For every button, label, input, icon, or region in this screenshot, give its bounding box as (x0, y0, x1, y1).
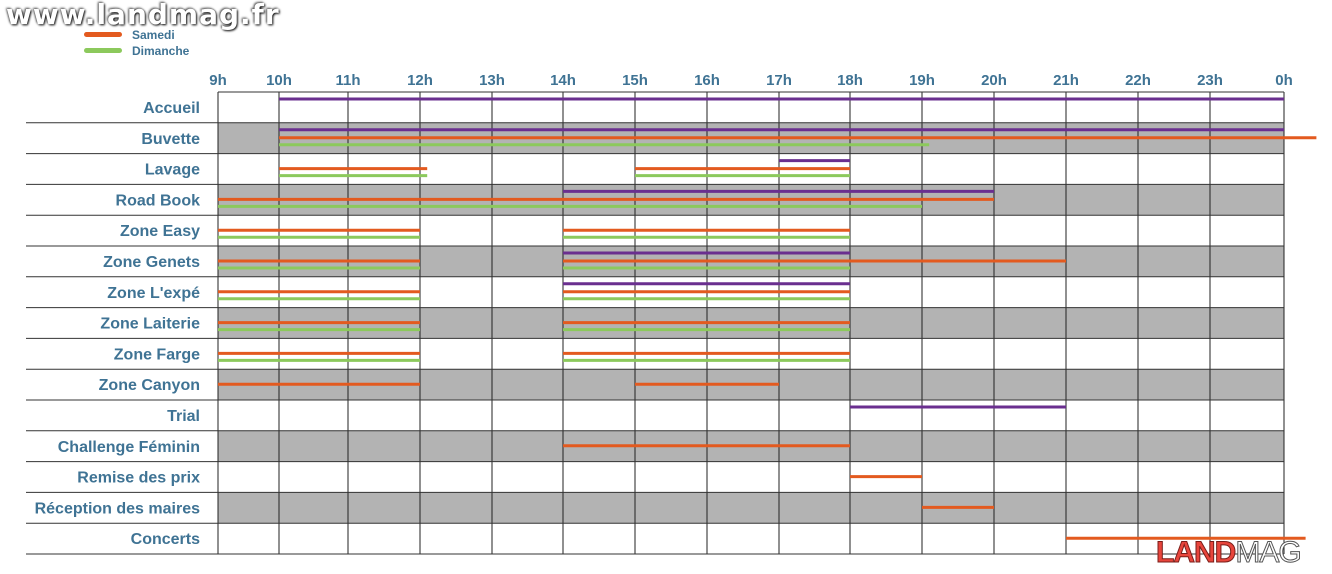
row-label: Concerts (131, 531, 200, 548)
row-label: Accueil (143, 100, 200, 117)
legend-label-dimanche: Dimanche (132, 44, 190, 58)
row-label: Zone Farge (114, 346, 200, 363)
row-label: Lavage (145, 162, 200, 179)
x-tick-label: 21h (1053, 72, 1079, 89)
row-label: Zone Canyon (99, 377, 200, 394)
row-label: Zone Genets (103, 254, 200, 271)
legend-swatch-dimanche (84, 48, 122, 53)
x-tick-label: 23h (1197, 72, 1223, 89)
x-tick-label: 18h (837, 72, 863, 89)
row-label: Buvette (141, 131, 200, 148)
legend-swatch-samedi (84, 32, 122, 37)
x-tick-label: 12h (407, 72, 433, 89)
x-tick-label: 16h (694, 72, 720, 89)
x-tick-label: 22h (1125, 72, 1151, 89)
x-tick-label: 11h (335, 72, 360, 89)
row-label: Réception des maires (35, 500, 201, 517)
x-tick-label: 9h (209, 72, 227, 89)
row-label: Zone Laiterie (100, 316, 200, 333)
logo-part2: MAG (1235, 536, 1302, 570)
x-tick-label: 0h (1275, 72, 1293, 89)
x-tick-label: 20h (981, 72, 1007, 89)
x-tick-label: 10h (266, 72, 292, 89)
x-tick-label: 19h (909, 72, 935, 89)
row-label: Zone Easy (120, 223, 200, 240)
legend-label-samedi: Samedi (132, 28, 175, 42)
watermark: www.landmag.fr (6, 0, 280, 31)
row-label: Trial (167, 408, 200, 425)
landmag-logo: LANDMAG (1155, 536, 1302, 570)
row-label: Zone L'expé (107, 285, 200, 302)
row-band (218, 492, 1284, 524)
x-tick-label: 13h (479, 72, 505, 89)
x-tick-label: 14h (550, 72, 576, 89)
row-label: Road Book (116, 192, 201, 209)
row-label: Challenge Féminin (58, 439, 200, 456)
row-label: Remise des prix (77, 470, 200, 487)
logo-part1: LAND (1155, 536, 1236, 570)
x-tick-label: 15h (622, 72, 648, 89)
x-tick-label: 17h (766, 72, 792, 89)
